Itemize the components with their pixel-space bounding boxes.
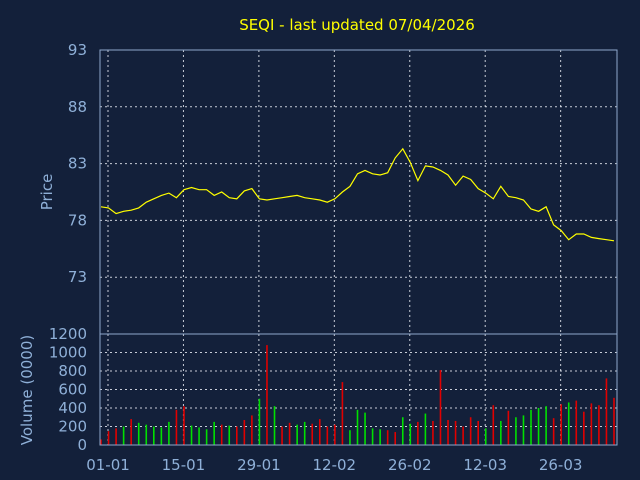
plot-frames [99,49,618,446]
x-tick-label: 12-03 [463,456,507,474]
x-tick-label: 26-02 [388,456,432,474]
grid-lines [100,50,617,445]
volume-tick-label: 600 [58,381,87,399]
tick-labels: 01-01 15-01 29-01 12-02 26-02 12-03 26-03 93 88 8… [49,41,583,474]
price-line [100,147,615,242]
x-tick-label: 26-03 [539,456,583,474]
price-tick-label: 88 [68,98,87,116]
volume-tick-label: 800 [58,362,87,380]
chart-title: SEQI - last updated 07/04/2026 [239,16,475,34]
price-series [100,147,615,242]
x-tick-label: 29-01 [237,456,281,474]
volume-tick-label: 1000 [49,344,87,362]
volume-tick-label: 200 [58,418,87,436]
volume-tick-label: 400 [58,399,87,417]
volume-tick-label: 0 [77,436,87,454]
x-tick-label: 01-01 [86,456,130,474]
volume-plot-frame [99,333,618,446]
volume-bars [100,345,615,445]
volume-tick-label: 1200 [49,325,87,343]
price-tick-label: 83 [68,155,87,173]
price-tick-label: 93 [68,41,87,59]
volume-axis-label: Volume (0000) [18,335,36,445]
price-axis-label: Price [38,174,56,211]
x-tick-label: 15-01 [162,456,206,474]
x-tick-label: 12-02 [313,456,357,474]
price-tick-label: 78 [68,211,87,229]
price-plot-frame [99,49,618,335]
price-tick-label: 73 [68,268,87,286]
